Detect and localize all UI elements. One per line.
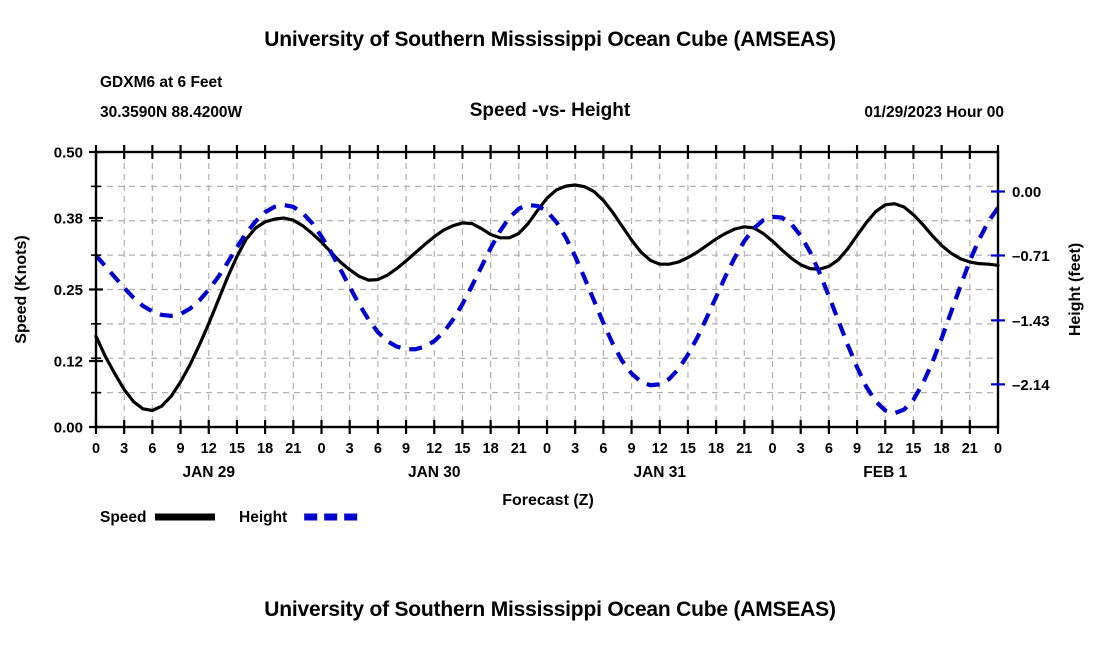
x-axis-title: Forecast (Z)	[502, 492, 594, 509]
xtick-label: 0	[317, 441, 325, 457]
forecast-datetime-label: 01/29/2023 Hour 00	[864, 104, 1004, 121]
xtick-label: 6	[374, 441, 382, 457]
x-axis-ticks	[94, 145, 1000, 434]
xtick-label: 0	[768, 441, 776, 457]
series-line-height	[94, 202, 1000, 416]
xtick-label: 6	[148, 441, 156, 457]
xtick-label: 0	[92, 441, 100, 457]
xtick-label: 18	[708, 441, 724, 457]
xtick-label: 12	[877, 441, 893, 457]
ytick-label-right: –0.71	[1012, 248, 1050, 265]
station-label: GDXM6 at 6 Feet	[100, 74, 223, 91]
xtick-label: 3	[571, 441, 579, 457]
xtick-label: 9	[853, 441, 861, 457]
xtick-label: 3	[346, 441, 354, 457]
ytick-label-left: 0.12	[54, 354, 83, 371]
right-axis-ticks	[991, 190, 1005, 386]
xtick-label: 12	[201, 441, 217, 457]
xtick-label: 12	[426, 441, 442, 457]
speed-vs-height-chart: 0.00 0.12 0.25 0.38 0.50 0.00 –0.71 –1.43 –2.14 0…	[13, 145, 1084, 527]
day-labels: JAN 29 JAN 30 JAN 31 FEB 1	[182, 464, 907, 481]
xtick-label: 3	[120, 441, 128, 457]
legend-label-speed: Speed	[100, 509, 147, 526]
xtick-label: 18	[483, 441, 499, 457]
ytick-label-left: 0.25	[54, 282, 83, 299]
xtick-label: 15	[454, 441, 470, 457]
ytick-label-left: 0.00	[54, 420, 83, 437]
day-label: JAN 31	[633, 464, 686, 481]
xtick-label: 21	[962, 441, 978, 457]
ytick-label-left: 0.38	[54, 211, 83, 228]
y-axis-title-left: Speed (Knots)	[13, 235, 30, 343]
chart-series-group	[94, 183, 1000, 416]
xtick-label: 18	[934, 441, 950, 457]
y-axis-title-right: Height (feet)	[1067, 243, 1084, 336]
chart-subtitle: Speed -vs- Height	[469, 100, 631, 121]
xtick-label: 21	[285, 441, 301, 457]
coordinates-label: 30.3590N 88.4200W	[100, 104, 243, 121]
xtick-label: 9	[177, 441, 185, 457]
day-label: JAN 29	[182, 464, 235, 481]
xtick-label: 21	[736, 441, 752, 457]
xtick-label: 3	[797, 441, 805, 457]
xtick-label: 0	[994, 441, 1002, 457]
xtick-label: 15	[229, 441, 245, 457]
series-line-speed	[94, 183, 1000, 413]
page-title-bottom: University of Southern Mississippi Ocean…	[264, 598, 836, 621]
xtick-label: 21	[511, 441, 527, 457]
ytick-label-right: 0.00	[1012, 184, 1041, 201]
xtick-label: 12	[652, 441, 668, 457]
xtick-label: 15	[680, 441, 696, 457]
ytick-label-left: 0.50	[54, 145, 83, 162]
chart-gridlines	[96, 152, 998, 427]
day-label: FEB 1	[863, 464, 907, 481]
xtick-label: 6	[825, 441, 833, 457]
xtick-label: 18	[257, 441, 273, 457]
legend-label-height: Height	[239, 509, 287, 526]
xtick-label: 15	[905, 441, 921, 457]
xtick-label: 9	[628, 441, 636, 457]
xtick-label: 0	[543, 441, 551, 457]
xtick-label: 9	[402, 441, 410, 457]
page-title-top: University of Southern Mississippi Ocean…	[264, 28, 836, 51]
day-label: JAN 30	[408, 464, 461, 481]
ytick-label-right: –2.14	[1012, 377, 1050, 394]
xtick-label: 6	[599, 441, 607, 457]
chart-legend: Speed Height	[100, 509, 365, 526]
ytick-label-right: –1.43	[1012, 313, 1050, 330]
